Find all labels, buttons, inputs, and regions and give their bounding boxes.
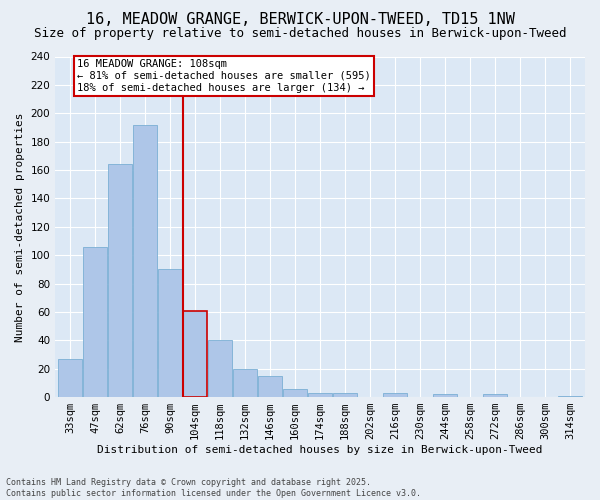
Bar	[558, 396, 582, 397]
Bar	[283, 388, 307, 397]
Bar	[233, 368, 257, 397]
Text: Contains HM Land Registry data © Crown copyright and database right 2025.
Contai: Contains HM Land Registry data © Crown c…	[6, 478, 421, 498]
Bar	[308, 393, 332, 397]
Bar	[208, 340, 232, 397]
Y-axis label: Number of semi-detached properties: Number of semi-detached properties	[15, 112, 25, 342]
Bar	[433, 394, 457, 397]
Bar	[158, 270, 182, 397]
Text: 16, MEADOW GRANGE, BERWICK-UPON-TWEED, TD15 1NW: 16, MEADOW GRANGE, BERWICK-UPON-TWEED, T…	[86, 12, 514, 28]
Bar	[383, 393, 407, 397]
Text: 16 MEADOW GRANGE: 108sqm
← 81% of semi-detached houses are smaller (595)
18% of : 16 MEADOW GRANGE: 108sqm ← 81% of semi-d…	[77, 60, 371, 92]
Bar	[83, 246, 107, 397]
Text: Size of property relative to semi-detached houses in Berwick-upon-Tweed: Size of property relative to semi-detach…	[34, 28, 566, 40]
Bar	[133, 124, 157, 397]
X-axis label: Distribution of semi-detached houses by size in Berwick-upon-Tweed: Distribution of semi-detached houses by …	[97, 445, 543, 455]
Bar	[483, 394, 507, 397]
Bar	[58, 359, 82, 397]
Bar	[258, 376, 282, 397]
Bar	[108, 164, 132, 397]
Bar	[333, 393, 357, 397]
Bar	[183, 310, 207, 397]
